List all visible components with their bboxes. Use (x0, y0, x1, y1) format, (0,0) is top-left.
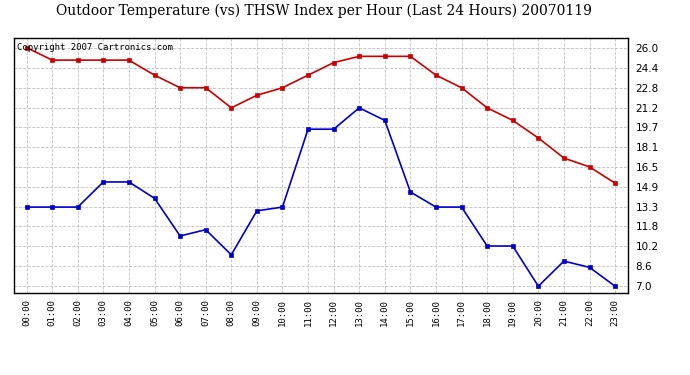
Text: Outdoor Temperature (vs) THSW Index per Hour (Last 24 Hours) 20070119: Outdoor Temperature (vs) THSW Index per … (57, 4, 592, 18)
Text: Copyright 2007 Cartronics.com: Copyright 2007 Cartronics.com (17, 43, 172, 52)
